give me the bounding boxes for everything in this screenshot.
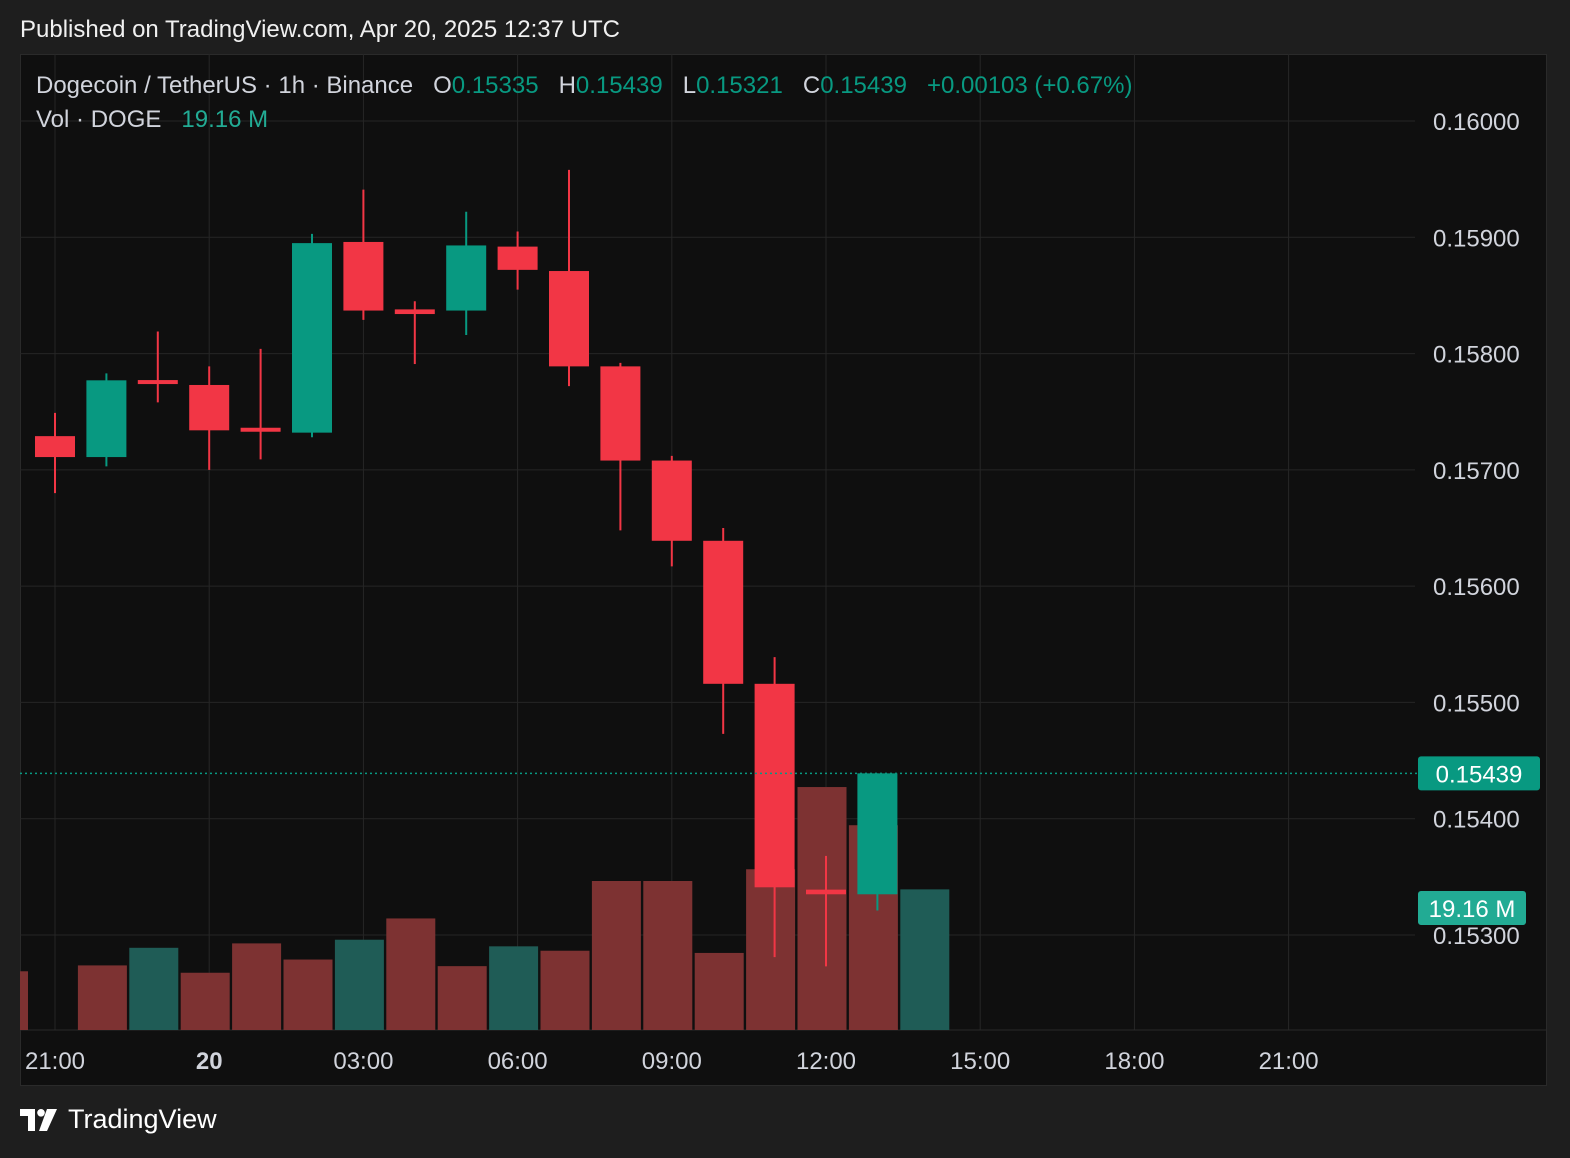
y-tick-label: 0.16000 (1433, 109, 1520, 136)
volume-bar[interactable] (77, 965, 127, 1030)
volume-bar[interactable] (797, 787, 847, 1030)
candle-body[interactable] (549, 271, 589, 367)
x-tick-label: 21:00 (1259, 1048, 1319, 1075)
tradingview-logo-icon[interactable] (20, 1108, 60, 1131)
volume-bar[interactable] (129, 947, 179, 1030)
volume-bar[interactable] (489, 946, 539, 1030)
volume-bar[interactable] (900, 889, 950, 1030)
volume-bar[interactable] (591, 880, 641, 1030)
candle-body[interactable] (497, 246, 538, 270)
published-header: Published on TradingView.com, Apr 20, 20… (20, 16, 620, 43)
x-tick-label: 12:00 (796, 1048, 856, 1075)
y-tick-label: 0.15300 (1433, 923, 1520, 950)
volume-bar (20, 971, 28, 1030)
x-tick-label: 18:00 (1104, 1048, 1164, 1075)
volume-bar[interactable] (694, 952, 744, 1030)
close-label: C (802, 72, 821, 99)
volume-bar[interactable] (540, 950, 590, 1030)
volume-bar[interactable] (437, 966, 487, 1030)
candle-body[interactable] (754, 683, 795, 888)
y-tick-label: 0.15600 (1433, 574, 1520, 601)
candle-body[interactable] (137, 380, 178, 385)
candle-body[interactable] (600, 366, 641, 461)
close-value: 0.15439 (820, 72, 907, 99)
volume-bar[interactable] (232, 943, 282, 1030)
volume-value: 19.16 M (181, 106, 269, 133)
volume-badge-label: 19.16 M (1429, 896, 1516, 923)
y-tick-label: 0.15900 (1433, 225, 1520, 252)
y-tick-label: 0.15400 (1433, 807, 1520, 834)
low-label: L (682, 72, 697, 99)
x-tick-label: 06:00 (488, 1048, 548, 1075)
last-price-label: 0.15439 (1436, 761, 1523, 788)
volume-label[interactable]: Vol · DOGE (36, 106, 162, 133)
y-tick-label: 0.15500 (1433, 690, 1520, 717)
change-value: +0.00103 (+0.67%) (926, 72, 1133, 99)
volume-bar[interactable] (746, 869, 796, 1030)
candle-body[interactable] (86, 380, 127, 458)
candle-body[interactable] (292, 243, 332, 433)
candle-body[interactable] (703, 540, 744, 684)
y-tick-label: 0.15800 (1433, 342, 1520, 369)
candlestick-chart[interactable]: 0.16000 0.15900 0.15800 0.15700 0.15600 0.155… (20, 54, 1547, 1086)
x-tick-label: 20 (196, 1048, 223, 1075)
volume-legend: Vol · DOGE 19.16 M (36, 106, 268, 134)
volume-bar[interactable] (643, 880, 693, 1030)
volume-badge (1418, 891, 1526, 925)
last-price-badge (1418, 756, 1540, 791)
open-label: O (433, 72, 452, 99)
volume-bar[interactable] (386, 918, 436, 1030)
candle-body[interactable] (240, 427, 281, 432)
brand-name[interactable]: TradingView (68, 1104, 217, 1134)
low-value: 0.15321 (696, 72, 783, 99)
candle-body[interactable] (806, 889, 846, 895)
candle-body[interactable] (35, 436, 75, 458)
x-tick-label: 15:00 (950, 1048, 1010, 1075)
symbol-label[interactable]: Dogecoin / TetherUS · 1h · Binance (36, 72, 414, 99)
candle-body[interactable] (651, 460, 692, 541)
volume-bar[interactable] (180, 972, 230, 1030)
candle-body[interactable] (857, 773, 898, 895)
candle-body[interactable] (446, 245, 487, 311)
volume-bar[interactable] (283, 959, 333, 1030)
open-value: 0.15335 (451, 72, 539, 99)
footer: TradingView (20, 1104, 217, 1135)
ohlc-legend: Dogecoin / TetherUS · 1h · Binance O0.15… (36, 72, 1132, 100)
high-value: 0.15439 (575, 72, 663, 99)
high-label: H (558, 72, 576, 99)
x-tick-label: 03:00 (333, 1048, 393, 1075)
candle-body[interactable] (394, 309, 435, 315)
candle-body[interactable] (189, 384, 230, 431)
y-tick-label: 0.15700 (1433, 458, 1520, 485)
x-tick-label: 09:00 (642, 1048, 702, 1075)
candle-body[interactable] (343, 241, 384, 311)
x-tick-label: 21:00 (25, 1048, 85, 1075)
volume-bar[interactable] (334, 939, 384, 1030)
